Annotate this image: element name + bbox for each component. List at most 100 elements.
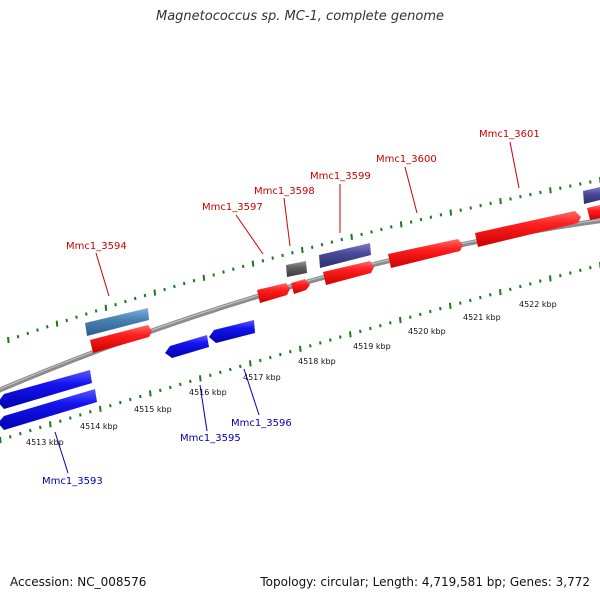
scale-label: 4521 kbp (463, 313, 501, 322)
minor-tick (519, 195, 522, 199)
gene-feature-mmc1-3598-forward[interactable] (291, 279, 310, 294)
minor-tick (569, 184, 572, 188)
minor-tick (79, 413, 82, 417)
minor-tick (340, 237, 344, 242)
gene-feature-mmc1-3596-reverse[interactable] (209, 320, 255, 343)
minor-tick (529, 282, 532, 286)
minor-tick (219, 370, 222, 374)
minor-tick (281, 253, 284, 258)
major-tick (549, 187, 552, 194)
feature-purple-3599[interactable] (319, 243, 371, 268)
major-tick (104, 304, 108, 311)
major-tick (449, 302, 452, 309)
minor-tick (389, 321, 392, 325)
scale-label: 4522 kbp (519, 300, 557, 309)
gene-feature-mmc1-3600-forward[interactable] (388, 239, 463, 268)
leader-line-mmc1-3601 (509, 141, 520, 189)
minor-tick (459, 301, 462, 305)
minor-tick (539, 190, 542, 195)
gene-label-mmc1-3597[interactable]: Mmc1_3597 (202, 202, 263, 213)
major-tick (149, 390, 152, 397)
minor-tick (182, 281, 186, 286)
gene-label-mmc1-3598[interactable]: Mmc1_3598 (254, 186, 315, 197)
upper-tick-row (7, 177, 600, 344)
minor-tick (16, 335, 20, 339)
gene-label-mmc1-3594[interactable]: Mmc1_3594 (66, 241, 127, 252)
minor-tick (269, 355, 272, 360)
minor-tick (419, 217, 423, 222)
minor-tick (359, 329, 362, 334)
gene-feature-mmc1-3599-forward[interactable] (323, 261, 374, 285)
minor-tick (329, 338, 332, 342)
minor-tick (173, 284, 176, 289)
minor-tick (469, 206, 472, 210)
minor-tick (310, 245, 314, 249)
minor-tick (261, 259, 265, 263)
major-tick (499, 289, 502, 296)
gene-label-mmc1-3596[interactable]: Mmc1_3596 (231, 418, 292, 429)
leader-line-mmc1-3598 (283, 197, 291, 247)
forward-gene-labels: Mmc1_3594 Mmc1_3597 Mmc1_3598 Mmc1_3599 … (66, 129, 540, 252)
minor-tick (339, 335, 342, 339)
gene-feature-mmc1-3594-forward[interactable] (90, 325, 152, 353)
minor-tick (509, 197, 512, 201)
major-tick (399, 221, 403, 228)
minor-tick (209, 373, 212, 377)
minor-tick (309, 344, 312, 348)
major-tick (549, 275, 552, 282)
gene-feature-mmc1-3593-reverse-b[interactable] (0, 389, 97, 430)
minor-tick (232, 267, 235, 271)
reverse-leader-lines (54, 368, 260, 474)
minor-tick (579, 182, 582, 186)
gene-label-mmc1-3599[interactable]: Mmc1_3599 (310, 171, 371, 182)
scale-label: 4515 kbp (134, 405, 172, 414)
minor-tick (479, 203, 482, 208)
gene-label-mmc1-3595[interactable]: Mmc1_3595 (180, 433, 241, 444)
feature-gray[interactable] (286, 261, 307, 277)
gene-feature-mmc1-3597-forward[interactable] (257, 283, 290, 303)
topology-text: Topology: circular; Length: 4,719,581 bp… (260, 575, 590, 589)
gene-feature-mmc1-3593-reverse-a[interactable] (0, 370, 92, 409)
minor-tick (163, 287, 166, 292)
minor-tick (380, 227, 383, 232)
minor-tick (119, 400, 122, 405)
minor-tick (369, 326, 372, 331)
map-title: Magnetococcus sp. MC-1, complete genome (155, 9, 445, 24)
minor-tick (419, 312, 422, 317)
minor-tick (109, 404, 112, 408)
minor-tick (114, 303, 117, 307)
gene-label-mmc1-3600[interactable]: Mmc1_3600 (376, 154, 437, 165)
gene-label-mmc1-3601[interactable]: Mmc1_3601 (479, 129, 540, 140)
scale-label: 4517 kbp (243, 373, 281, 382)
leader-line-mmc1-3596 (243, 368, 260, 416)
minor-tick (259, 358, 262, 363)
feature-steelblue[interactable] (85, 308, 149, 336)
gene-feature-edge-forward[interactable] (587, 205, 600, 220)
minor-tick (429, 215, 433, 219)
minor-tick (69, 416, 72, 420)
gene-label-mmc1-3593[interactable]: Mmc1_3593 (42, 476, 103, 487)
minor-tick (569, 271, 572, 275)
major-tick (499, 198, 502, 205)
leader-line-mmc1-3600 (404, 166, 418, 214)
major-tick (301, 246, 304, 254)
leader-line-mmc1-3597 (235, 214, 264, 255)
minor-tick (65, 318, 69, 323)
major-tick (399, 316, 402, 324)
minor-tick (439, 213, 443, 217)
feature-purple-edge[interactable] (583, 187, 600, 204)
gene-feature-mmc1-3601-forward[interactable] (475, 211, 581, 247)
minor-tick (143, 293, 147, 298)
gene-feature-mmc1-3595-reverse[interactable] (165, 335, 209, 358)
scale-label: 4516 kbp (189, 388, 227, 397)
major-tick (49, 421, 52, 428)
minor-tick (589, 266, 592, 270)
minor-tick (222, 270, 225, 274)
minor-tick (75, 315, 78, 319)
minor-tick (509, 287, 512, 291)
minor-tick (59, 419, 62, 423)
minor-tick (539, 279, 542, 283)
minor-tick (169, 385, 172, 390)
major-tick (251, 260, 255, 267)
minor-tick (94, 309, 98, 313)
